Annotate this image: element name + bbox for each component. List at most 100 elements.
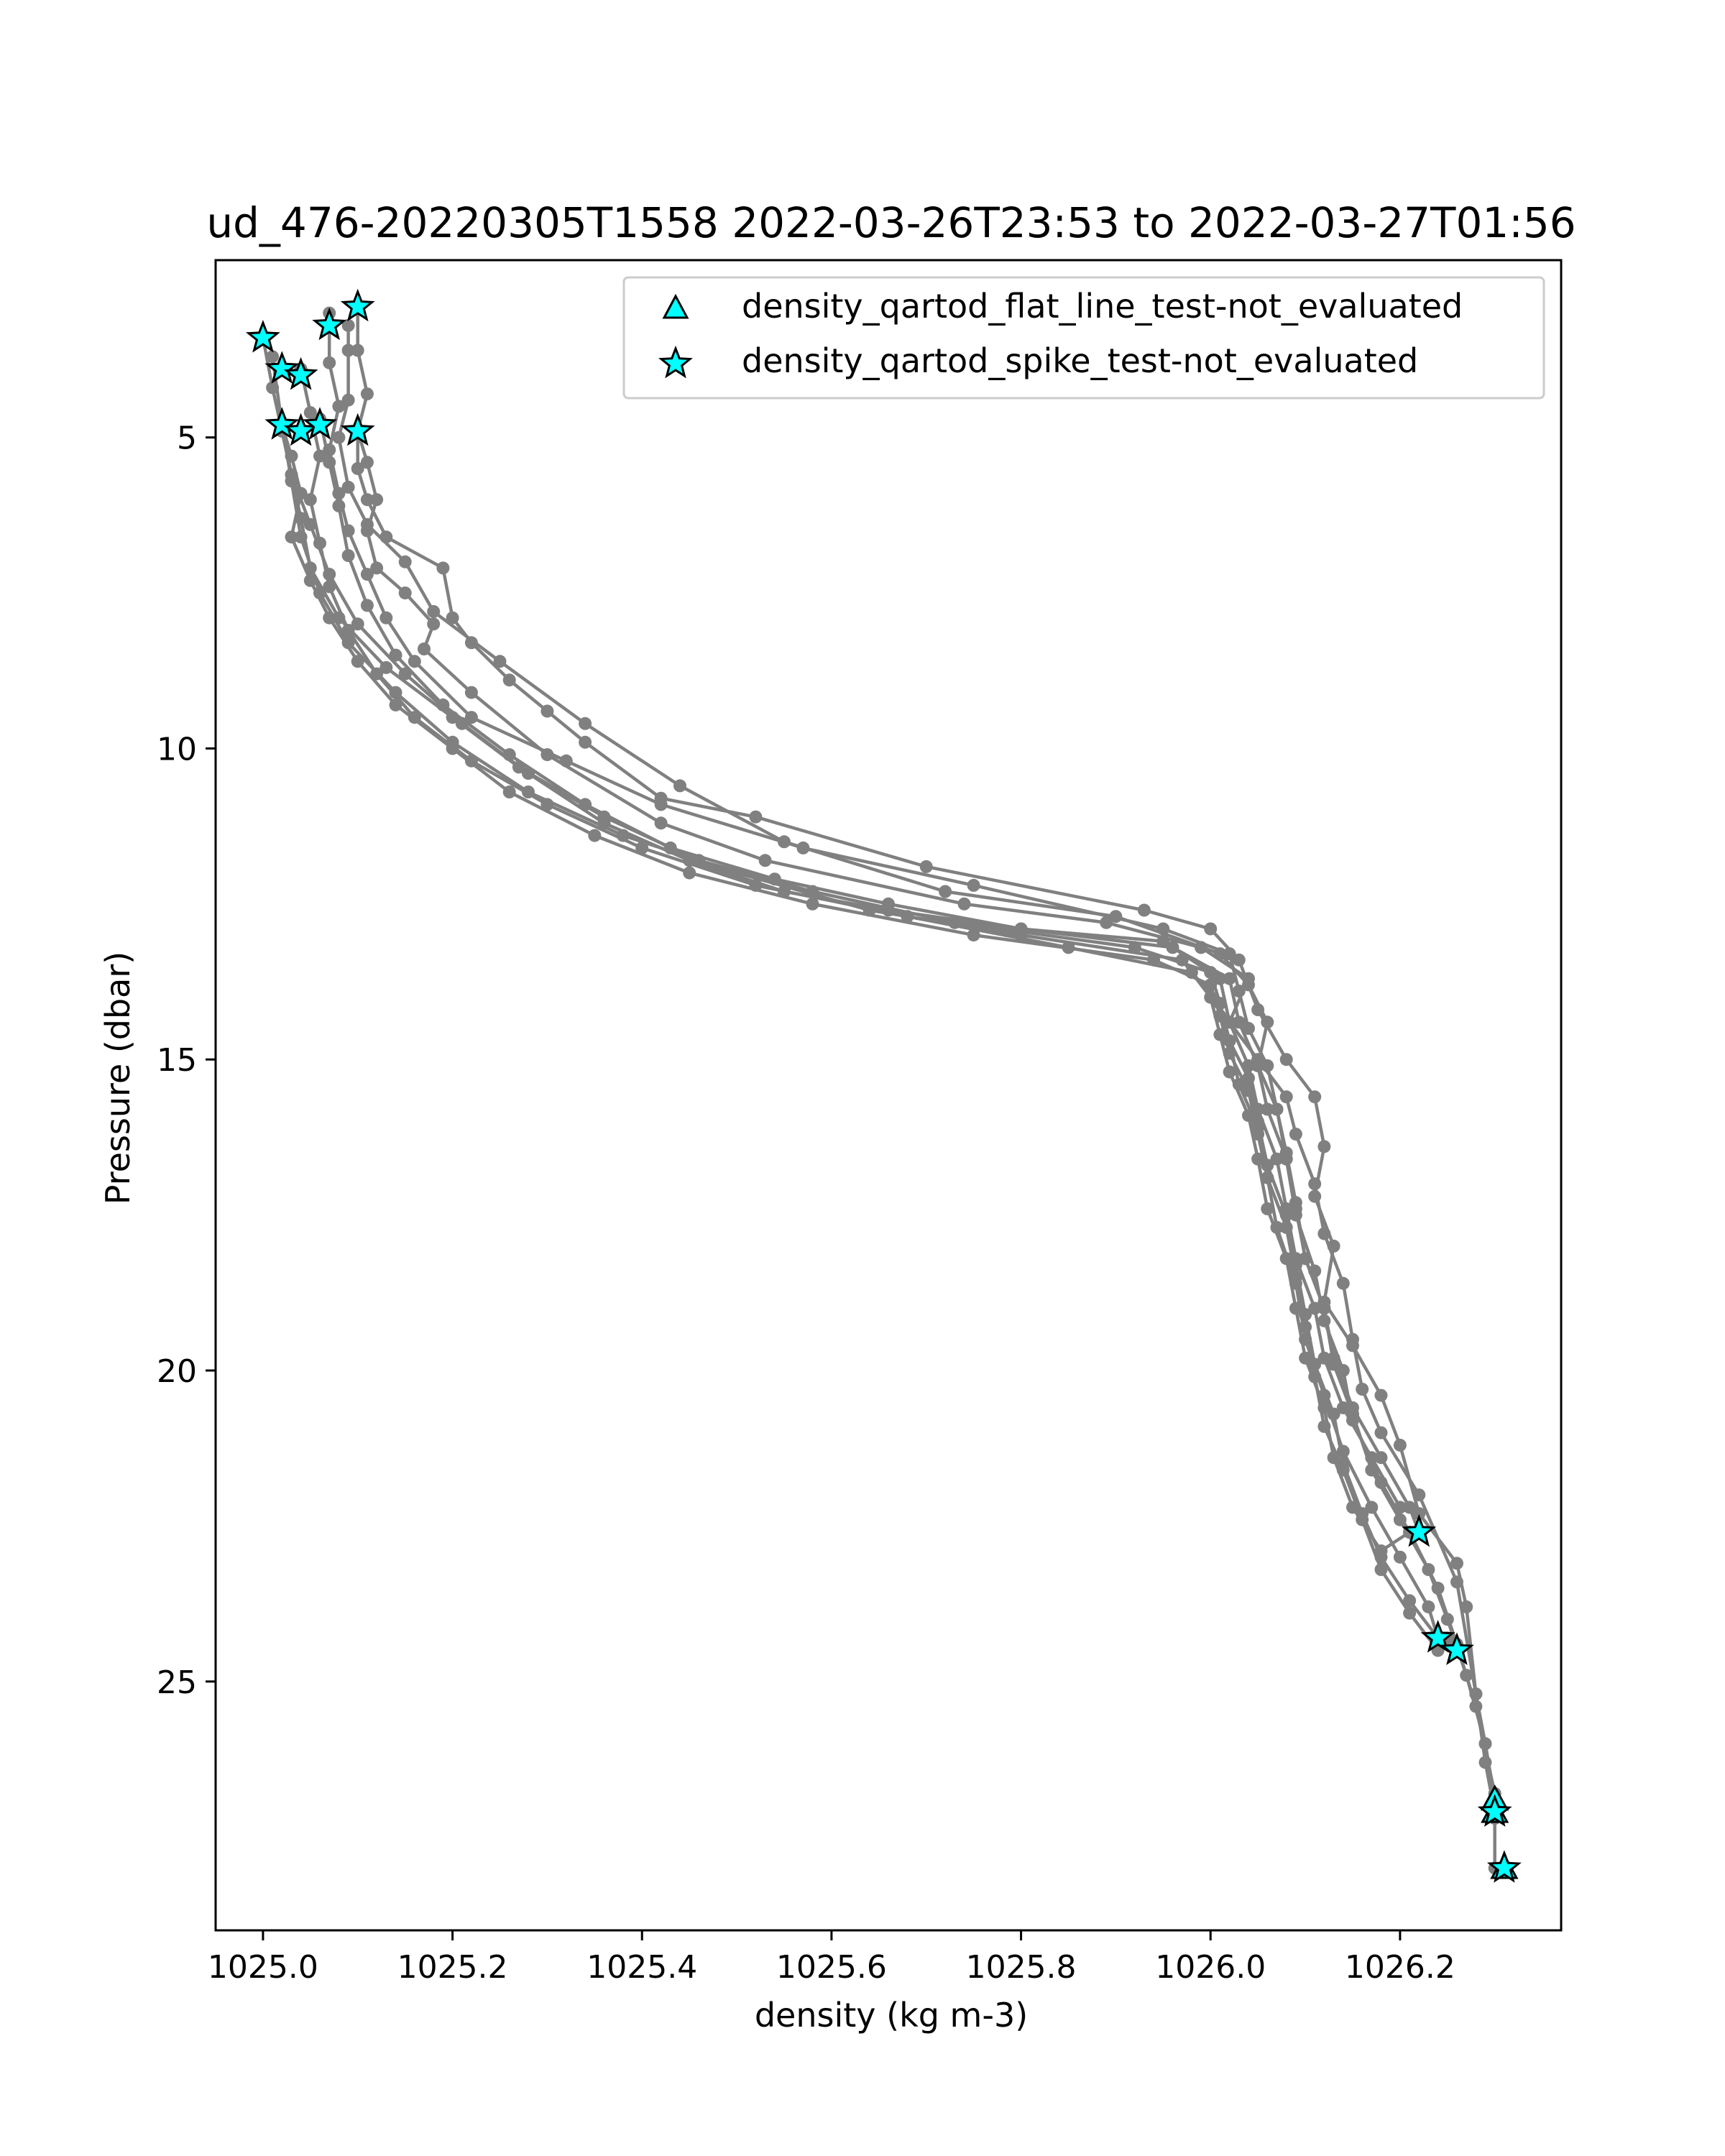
profile-point bbox=[1261, 1202, 1274, 1215]
profile-point bbox=[1279, 1090, 1293, 1104]
profile-point bbox=[957, 897, 971, 911]
x-tick-label: 1025.0 bbox=[208, 1949, 318, 1986]
profile-point bbox=[1166, 941, 1179, 954]
profile-point bbox=[398, 586, 412, 600]
profile-point bbox=[1327, 1451, 1340, 1465]
profile-point bbox=[663, 841, 677, 854]
spike-marker bbox=[1440, 1632, 1474, 1665]
profile-point bbox=[502, 673, 516, 687]
y-tick-label: 20 bbox=[157, 1353, 197, 1390]
profile-point bbox=[1374, 1426, 1388, 1439]
profile-point bbox=[1317, 1227, 1331, 1240]
profile-point bbox=[1317, 1401, 1331, 1414]
profile-point bbox=[1242, 1022, 1255, 1035]
profile-point bbox=[436, 561, 450, 575]
profile-point bbox=[389, 686, 402, 699]
profile-point bbox=[408, 655, 421, 668]
profile-point bbox=[1317, 1140, 1331, 1153]
x-tick-label: 1025.8 bbox=[966, 1949, 1077, 1986]
profile-point bbox=[464, 711, 478, 724]
profile-point bbox=[1308, 1302, 1322, 1315]
profile-point bbox=[389, 698, 402, 711]
profile-point bbox=[418, 642, 431, 655]
profile-point bbox=[796, 841, 810, 854]
plot-area bbox=[245, 288, 1522, 1883]
profile-point bbox=[522, 786, 535, 798]
spike-marker bbox=[1486, 1850, 1522, 1883]
profile-point bbox=[360, 456, 374, 469]
profile-point bbox=[1289, 1252, 1302, 1266]
profile-point bbox=[1279, 1053, 1293, 1067]
profile-point bbox=[1393, 1438, 1407, 1452]
profile-point bbox=[1137, 903, 1151, 917]
y-tick-label: 5 bbox=[177, 420, 197, 457]
profile-point bbox=[1403, 1501, 1417, 1514]
legend-triangle-icon bbox=[662, 293, 689, 319]
profile-point bbox=[939, 885, 952, 898]
profile-point bbox=[370, 561, 384, 575]
profile-point bbox=[1289, 1202, 1302, 1215]
profile-point bbox=[332, 430, 346, 444]
profile-point bbox=[1412, 1488, 1426, 1502]
profile-point bbox=[323, 456, 336, 469]
chart-title: ud_476-20220305T1558 2022-03-26T23:53 to… bbox=[206, 198, 1576, 247]
profile-point bbox=[1308, 1090, 1322, 1104]
profile-point bbox=[1223, 1015, 1236, 1029]
profile-point bbox=[683, 866, 696, 880]
profile-point bbox=[749, 810, 763, 824]
profile-point bbox=[654, 816, 668, 830]
profile-point bbox=[1251, 1121, 1265, 1135]
profile-point bbox=[1279, 1252, 1293, 1266]
profile-point bbox=[1261, 1102, 1274, 1116]
spike-marker bbox=[1420, 1620, 1455, 1653]
profile-point bbox=[1279, 1202, 1293, 1215]
profile-point bbox=[1440, 1613, 1454, 1626]
profile-point bbox=[1213, 1028, 1227, 1041]
profile-point bbox=[1270, 1102, 1284, 1116]
profile-point bbox=[341, 393, 355, 407]
spike-marker bbox=[312, 307, 347, 341]
legend-label-spike: density_qartod_spike_test-not_evaluated bbox=[742, 341, 1418, 380]
profile-point bbox=[502, 786, 516, 798]
profile-point bbox=[579, 798, 592, 811]
profile-point bbox=[579, 717, 592, 730]
profile-point bbox=[360, 599, 374, 612]
profile-point bbox=[1346, 1401, 1359, 1414]
spike-marker bbox=[303, 407, 337, 440]
profile-point bbox=[1242, 1059, 1255, 1072]
profile-point bbox=[1223, 972, 1236, 985]
axes-frame bbox=[214, 259, 1563, 1932]
y-tick-label: 10 bbox=[157, 731, 197, 768]
profile-point bbox=[351, 344, 364, 357]
profile-point bbox=[882, 897, 895, 911]
profile-point bbox=[1308, 1177, 1322, 1191]
profile-line bbox=[270, 356, 1411, 1553]
profile-point bbox=[1393, 1501, 1407, 1514]
profile-point bbox=[683, 854, 696, 867]
profile-point bbox=[436, 698, 450, 711]
profile-point bbox=[1327, 1351, 1340, 1365]
profile-point bbox=[332, 400, 346, 413]
profile-point bbox=[1100, 916, 1113, 929]
profile-point bbox=[323, 568, 336, 581]
profile-point bbox=[351, 462, 364, 475]
x-tick-label: 1026.0 bbox=[1155, 1949, 1266, 1986]
profile-point bbox=[1346, 1332, 1359, 1346]
spike-marker bbox=[245, 320, 280, 353]
spike-marker bbox=[283, 356, 318, 390]
profile-point bbox=[398, 555, 412, 568]
profile-point bbox=[1317, 1302, 1331, 1315]
profile-point bbox=[1251, 1102, 1265, 1116]
x-tick-label: 1025.4 bbox=[586, 1949, 697, 1986]
profile-point bbox=[1223, 947, 1236, 961]
profile-point bbox=[389, 648, 402, 662]
profile-line bbox=[356, 306, 1496, 1869]
profile-point bbox=[1365, 1451, 1379, 1465]
legend-star-icon bbox=[658, 345, 693, 379]
profile-point bbox=[360, 493, 374, 507]
profile-point bbox=[1374, 1563, 1388, 1576]
profile-point bbox=[493, 655, 507, 668]
spike-marker bbox=[1477, 1794, 1512, 1827]
profile-point bbox=[1299, 1252, 1312, 1266]
profile-point bbox=[464, 686, 478, 699]
